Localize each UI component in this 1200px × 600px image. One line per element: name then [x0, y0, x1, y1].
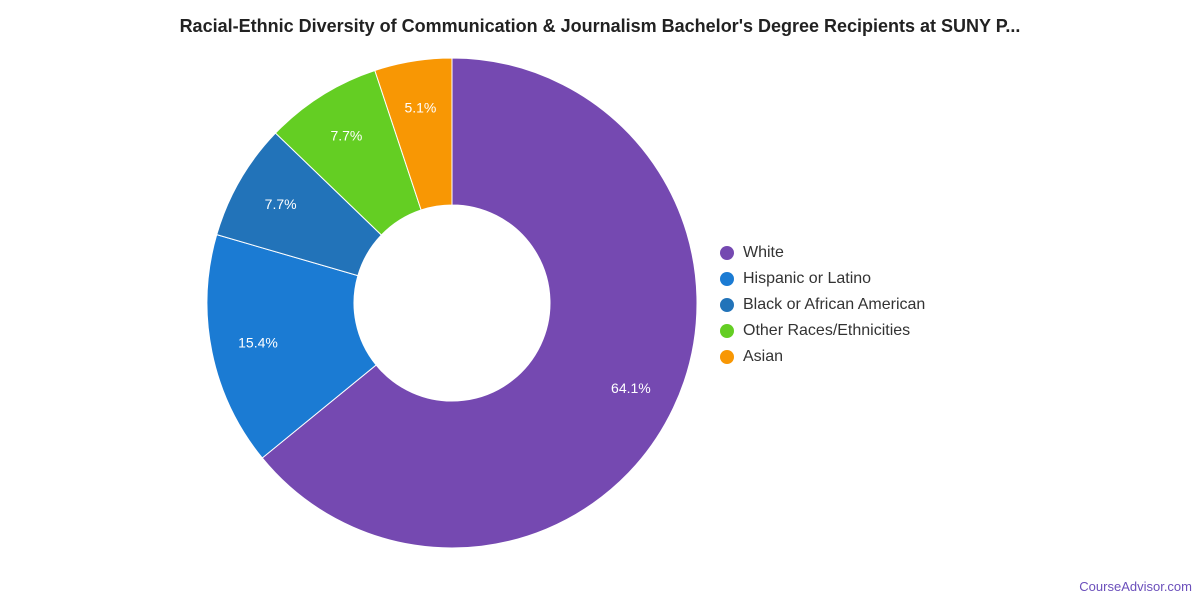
data-label-black-or-african-american: 7.7%	[265, 196, 297, 212]
legend-swatch-black-or-african-american	[720, 298, 734, 312]
legend-swatch-hispanic-or-latino	[720, 272, 734, 286]
footer-credit-link[interactable]: CourseAdvisor.com	[1079, 579, 1192, 594]
legend-swatch-other-races-ethnicities	[720, 324, 734, 338]
chart-title: Racial-Ethnic Diversity of Communication…	[179, 16, 1021, 36]
legend-item-other-races-ethnicities[interactable]: Other Races/Ethnicities	[720, 318, 925, 344]
data-label-white: 64.1%	[611, 380, 651, 396]
slice-asian[interactable]	[374, 57, 453, 211]
slice-hispanic-or-latino[interactable]	[206, 234, 377, 459]
legend-swatch-asian	[720, 350, 734, 364]
slice-white[interactable]	[261, 57, 698, 549]
legend-label-asian: Asian	[743, 348, 784, 365]
legend-item-asian[interactable]: Asian	[720, 344, 925, 370]
data-label-hispanic-or-latino: 15.4%	[238, 335, 278, 351]
legend-item-black-or-african-american[interactable]: Black or African American	[720, 292, 925, 318]
data-label-asian: 5.1%	[404, 100, 436, 116]
chart-legend: White Hispanic or Latino Black or African …	[720, 240, 925, 370]
legend-item-white[interactable]: White	[720, 240, 925, 266]
legend-label-hispanic-or-latino: Hispanic or Latino	[743, 270, 872, 287]
legend-item-hispanic-or-latino[interactable]: Hispanic or Latino	[720, 266, 925, 292]
legend-swatch-white	[720, 246, 734, 260]
legend-label-other-races-ethnicities: Other Races/Ethnicities	[743, 322, 911, 339]
data-label-other-races-ethnicities: 7.7%	[330, 127, 362, 143]
legend-label-white: White	[743, 244, 784, 261]
legend-label-black-or-african-american: Black or African American	[743, 296, 926, 313]
